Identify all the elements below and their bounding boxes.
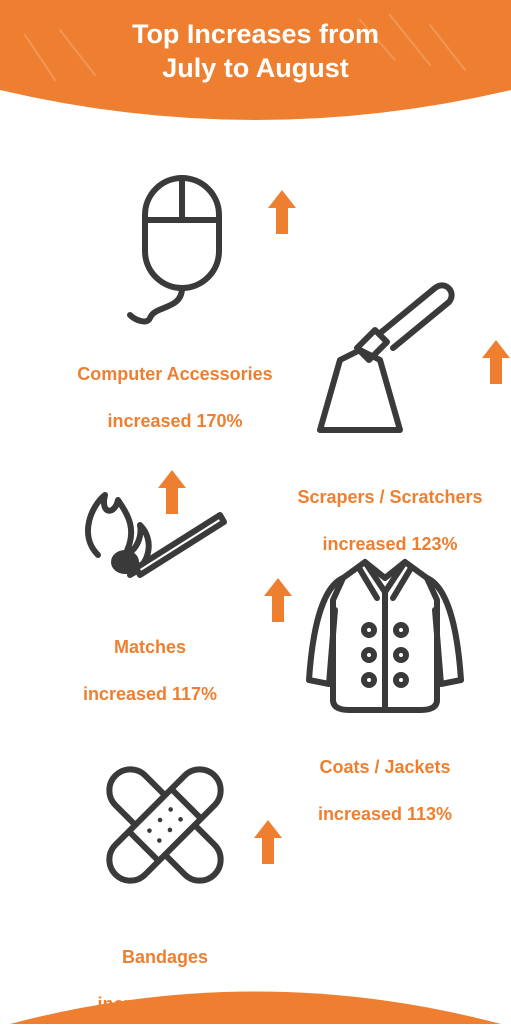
mouse-icon [60, 170, 290, 330]
label-line1: Coats / Jackets [319, 757, 450, 777]
bandages-icon [50, 740, 280, 915]
item-matches: Matches increased 117% [40, 460, 260, 707]
label-line2: increased 117% [83, 684, 217, 704]
arrow-up-icon [482, 340, 510, 389]
label-line1: Matches [114, 637, 186, 657]
jacket-icon [270, 550, 500, 725]
label-line1: Scrapers / Scratchers [297, 487, 482, 507]
scraper-icon [280, 280, 500, 455]
arrow-up-icon [254, 820, 282, 869]
item-scrapers: Scrapers / Scratchers increased 123% [280, 280, 500, 557]
header-banner: Top Increases from July to August [0, 0, 511, 140]
item-label: Scrapers / Scratchers increased 123% [280, 463, 500, 557]
arrow-up-icon [158, 470, 186, 519]
item-computer-accessories: Computer Accessories increased 170% [60, 170, 290, 434]
label-line2: increased 170% [107, 411, 242, 431]
item-bandages: Bandages increased 107% [50, 740, 280, 1017]
item-label: Computer Accessories increased 170% [60, 340, 290, 434]
arrow-up-icon [268, 190, 296, 239]
match-icon [40, 460, 260, 605]
item-label: Matches increased 117% [40, 613, 260, 707]
arrow-up-icon [264, 578, 292, 627]
label-line1: Computer Accessories [77, 364, 272, 384]
footer-arc [0, 984, 511, 1024]
item-jackets: Coats / Jackets increased 113% [270, 550, 500, 827]
item-label: Coats / Jackets increased 113% [270, 733, 500, 827]
page-title: Top Increases from July to August [0, 18, 511, 86]
label-line1: Bandages [122, 947, 208, 967]
label-line2: increased 113% [318, 804, 452, 824]
